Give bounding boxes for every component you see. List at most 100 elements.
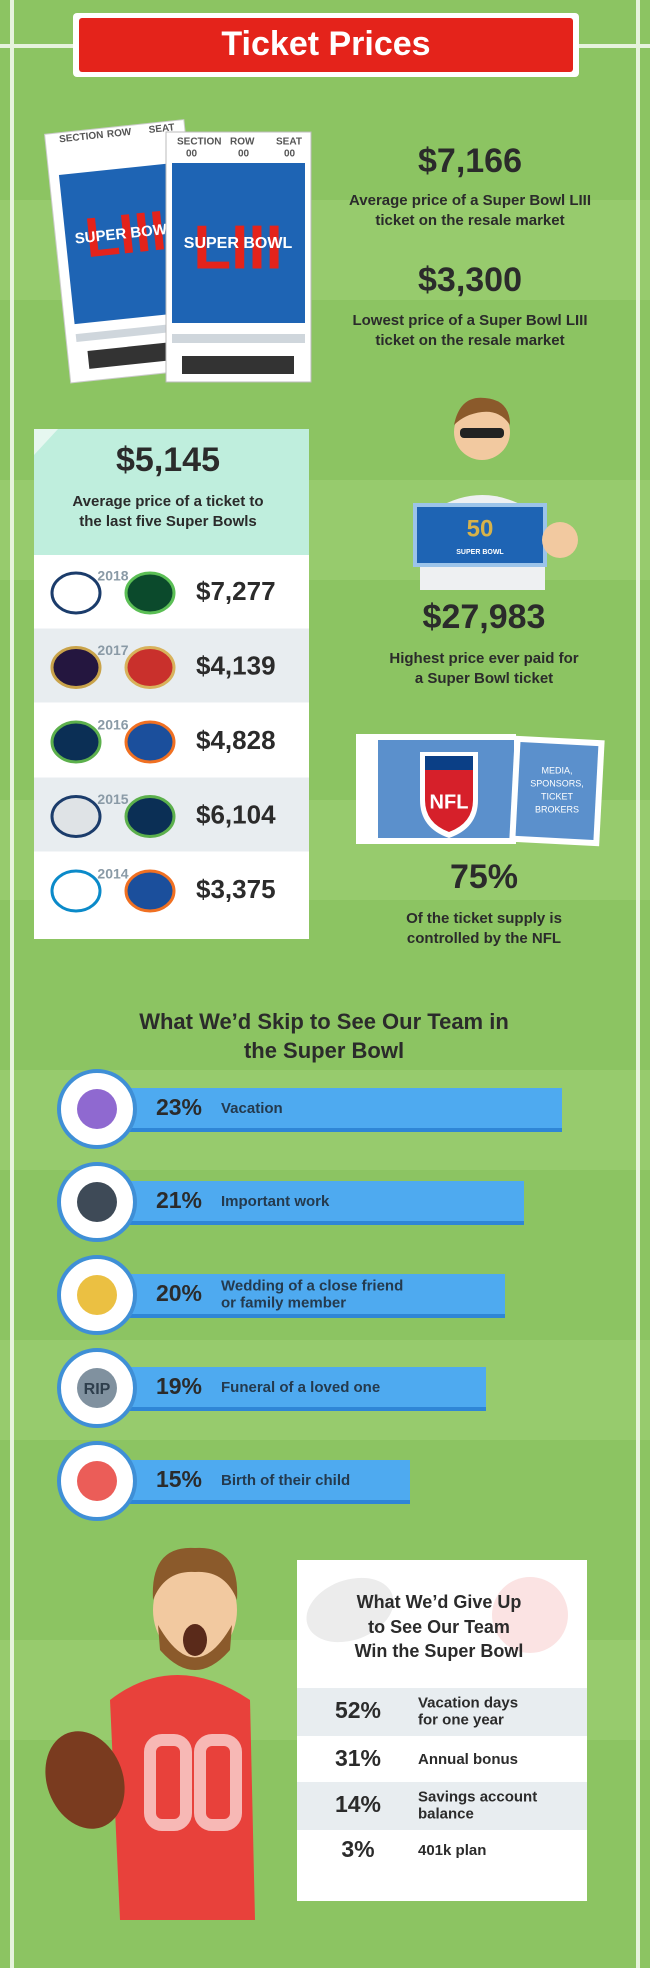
bar — [110, 1367, 486, 1407]
bar — [110, 1088, 562, 1128]
skip-section: What We’d Skip to See Our Team in the Su… — [57, 1009, 562, 1521]
helmet — [124, 646, 176, 689]
give-percent: 14% — [335, 1791, 381, 1817]
row-background — [297, 1782, 587, 1830]
give-percent: 3% — [341, 1836, 374, 1862]
tickets: SECTION ROW SEAT LIII SUPER BOWL SECTION… — [44, 119, 312, 384]
row-year: 2018 — [97, 568, 128, 584]
helmet — [50, 869, 102, 913]
badge-number: 50 — [467, 515, 494, 542]
ticket-numeral: LIII — [193, 213, 283, 282]
give-title: to See Our Team — [368, 1617, 510, 1637]
skip-label: or family member — [221, 1294, 346, 1311]
helmet — [124, 571, 176, 615]
row-price: $3,375 — [196, 874, 276, 904]
header: Ticket Prices — [73, 13, 579, 77]
give-label: Savings account — [418, 1788, 537, 1805]
stat-value: $3,300 — [418, 261, 522, 299]
skip-label: Vacation — [221, 1100, 283, 1117]
jersey-number: 00 — [192, 1790, 195, 1792]
skip-title: What We’d Skip to See Our Team in — [139, 1009, 509, 1034]
give-label: 401k plan — [418, 1842, 486, 1859]
average-label: Average price of a ticket to — [72, 493, 263, 510]
supply: NFL MEDIA, SPONSORS, TICKET BROKERS 75% … — [356, 734, 605, 947]
row-price: $4,828 — [196, 725, 276, 755]
stat-value: $7,166 — [418, 142, 522, 180]
ticket-code: 00 — [284, 149, 296, 160]
stub-text: SPONSORS, — [530, 778, 584, 788]
highest-label: a Super Bowl ticket — [415, 670, 553, 687]
badge-text: SUPER BOWL — [456, 549, 504, 556]
helmet — [124, 720, 176, 764]
bar — [110, 1274, 505, 1314]
row-price: $6,104 — [196, 799, 276, 829]
row-year: 2017 — [97, 642, 128, 658]
title: Ticket Prices — [221, 25, 430, 63]
row-background — [297, 1688, 587, 1736]
ticket-numeral: LIII — [82, 198, 169, 269]
helmet — [50, 720, 102, 764]
skip-label: Funeral of a loved one — [221, 1379, 380, 1396]
skip-title: the Super Bowl — [244, 1038, 404, 1063]
skip-label: Birth of their child — [221, 1472, 350, 1489]
give-percent: 31% — [335, 1745, 381, 1771]
skip-label: Important work — [221, 1193, 330, 1210]
skip-percent: 19% — [156, 1373, 202, 1399]
stats: $7,166 Average price of a Super Bowl LII… — [349, 142, 591, 349]
five-bowls-card: $5,145 Average price of a ticket to the … — [34, 429, 309, 939]
supply-value: 75% — [450, 858, 518, 896]
helmet — [50, 795, 102, 838]
ticket-section: SECTION — [59, 130, 104, 146]
ticket-text: SUPER BOWL — [184, 235, 293, 252]
highest-value: $27,983 — [423, 598, 546, 636]
stub-text: TICKET — [541, 791, 574, 801]
stub-text: MEDIA, — [541, 765, 572, 775]
ticket-code: 00 — [186, 149, 198, 160]
helmet — [50, 571, 102, 615]
give-label: for one year — [418, 1711, 504, 1728]
icon — [77, 1089, 117, 1129]
skip-percent: 15% — [156, 1466, 202, 1492]
give-label: Annual bonus — [418, 1751, 518, 1768]
row-price: $4,139 — [196, 650, 276, 680]
highest: 50 SUPER BOWL $27,983 Highest price ever… — [389, 397, 579, 687]
ticket-row: ROW — [106, 127, 132, 141]
bar — [110, 1460, 410, 1500]
helmet — [124, 869, 176, 913]
average-label: the last five Super Bowls — [79, 513, 257, 530]
icon — [77, 1182, 117, 1222]
skip-percent: 21% — [156, 1187, 202, 1213]
supply-label: controlled by the NFL — [407, 930, 561, 947]
ticket-code: 00 — [238, 149, 250, 160]
average-value: $5,145 — [116, 441, 220, 479]
give-title: Win the Super Bowl — [355, 1641, 524, 1661]
row-year: 2015 — [97, 791, 128, 807]
skip-label: Wedding of a close friend — [221, 1277, 403, 1294]
stat-label: ticket on the resale market — [375, 332, 564, 349]
give-label: Vacation days — [418, 1694, 518, 1711]
stat-label: Lowest price of a Super Bowl LIII — [352, 312, 587, 329]
row-price: $7,277 — [196, 576, 276, 606]
give-label: balance — [418, 1805, 474, 1822]
highest-label: Highest price ever paid for — [389, 650, 578, 667]
give-up-section: 00 What We’d Give Up to See Our Team Win… — [45, 1547, 587, 1920]
icon-text: RIP — [84, 1381, 111, 1398]
supply-label: Of the ticket supply is — [406, 910, 562, 927]
stat-label: ticket on the resale market — [375, 212, 564, 229]
row-year: 2014 — [97, 866, 128, 882]
give-title: What We’d Give Up — [357, 1592, 522, 1612]
helmet — [124, 795, 176, 838]
icon — [77, 1275, 117, 1315]
skip-percent: 23% — [156, 1094, 202, 1120]
skip-percent: 20% — [156, 1280, 202, 1306]
bar — [110, 1181, 524, 1221]
give-percent: 52% — [335, 1697, 381, 1723]
stub-text: BROKERS — [535, 804, 579, 814]
stat-label: Average price of a Super Bowl LIII — [349, 192, 591, 209]
ticket-section: SECTION — [177, 137, 221, 148]
helmet — [50, 646, 102, 689]
icon — [77, 1461, 117, 1501]
ticket-seat: SEAT — [276, 137, 302, 148]
